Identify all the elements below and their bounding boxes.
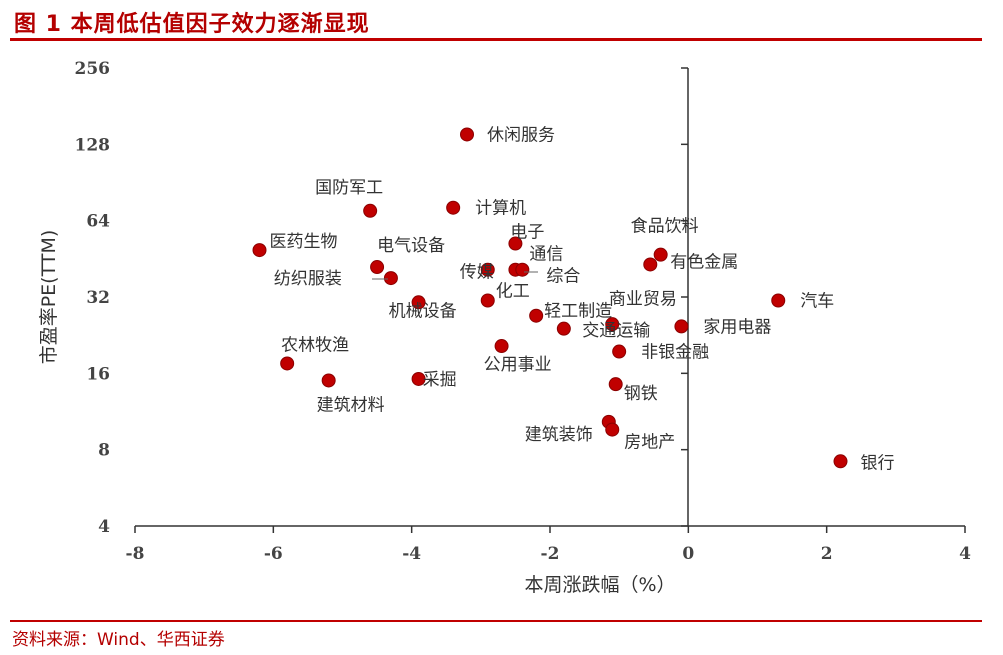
data-point <box>252 243 267 258</box>
point-label: 传媒 <box>460 263 494 283</box>
chart-points <box>252 127 848 469</box>
point-label: 国防军工 <box>315 178 383 198</box>
data-point <box>411 371 426 386</box>
data-point <box>280 356 295 371</box>
data-point <box>411 295 426 310</box>
point-label: 房地产 <box>624 433 675 453</box>
point-label: 医药生物 <box>270 232 338 252</box>
data-point <box>480 293 495 308</box>
y-tick-label: 256 <box>75 59 111 79</box>
x-tick-label: 0 <box>682 544 694 564</box>
data-point <box>605 422 620 437</box>
data-point <box>529 308 544 323</box>
point-label: 农林牧渔 <box>281 335 349 355</box>
point-label: 银行 <box>861 453 895 473</box>
y-tick-label: 64 <box>86 212 110 232</box>
data-point <box>383 271 398 286</box>
y-tick-label: 8 <box>98 441 110 461</box>
data-point <box>515 262 530 277</box>
point-label: 有色金属 <box>670 252 738 272</box>
point-label: 钢铁 <box>624 384 658 404</box>
point-label: 计算机 <box>475 199 526 219</box>
x-axis-title: 本周涨跌幅（%） <box>524 574 675 596</box>
x-tick-label: -8 <box>126 544 145 564</box>
x-tick-label: -2 <box>541 544 560 564</box>
point-label: 汽车 <box>800 291 834 311</box>
point-label: 建筑材料 <box>317 395 385 415</box>
point-label: 食品饮料 <box>631 217 699 237</box>
point-label: 电子 <box>510 223 544 243</box>
data-point <box>363 203 378 218</box>
y-tick-label: 128 <box>75 135 111 155</box>
x-tick-label: 2 <box>821 544 833 564</box>
scatter-chart: -8 -6 -4 -2 0 2 4 4 8 16 32 64 128 256 休闲服务国防军工计算机医药生… <box>38 59 972 596</box>
point-label: 电气设备 <box>377 236 445 256</box>
point-label: 机械设备 <box>389 301 457 321</box>
point-label: 纺织服装 <box>274 269 342 289</box>
chart-ticks: -8 -6 -4 -2 0 2 4 4 8 16 32 64 128 256 <box>75 59 972 564</box>
figure-header: 图 1 本周低估值因子效力逐渐显现 <box>10 4 980 40</box>
data-point <box>674 319 689 334</box>
y-tick-label: 4 <box>98 517 110 537</box>
point-label: 通信 <box>529 245 563 265</box>
point-label: 家用电器 <box>703 317 771 337</box>
x-tick-label: -6 <box>264 544 283 564</box>
point-label: 轻工制造 <box>544 302 612 322</box>
data-point <box>494 339 509 354</box>
data-point <box>556 321 571 336</box>
point-label: 采掘 <box>423 370 457 390</box>
data-point <box>480 262 495 277</box>
data-point <box>653 247 668 262</box>
data-point <box>771 293 786 308</box>
source-note: 资料来源：Wind、华西证券 <box>12 630 225 650</box>
point-label: 交通运输 <box>582 321 650 341</box>
point-label: 非银金融 <box>641 343 709 363</box>
data-point <box>605 317 620 332</box>
y-axis-title: 市盈率PE(TTM) <box>38 230 60 365</box>
top-divider <box>10 38 982 41</box>
data-point <box>321 373 336 388</box>
point-label: 商业贸易 <box>609 290 677 310</box>
point-label: 综合 <box>546 267 580 287</box>
x-tick-label: 4 <box>959 544 971 564</box>
point-label: 建筑装饰 <box>525 425 593 445</box>
point-label: 公用事业 <box>484 355 552 375</box>
bottom-divider <box>10 620 982 622</box>
point-label: 休闲服务 <box>487 125 555 145</box>
data-point <box>833 454 848 469</box>
data-point <box>612 344 627 359</box>
data-point <box>508 236 523 251</box>
data-point <box>460 127 474 142</box>
y-tick-label: 16 <box>86 364 110 384</box>
data-point <box>446 200 461 215</box>
x-tick-label: -4 <box>402 544 421 564</box>
data-point <box>643 257 658 272</box>
point-label: 化工 <box>496 281 530 301</box>
data-point <box>608 377 623 392</box>
data-point <box>370 260 385 275</box>
figure-title: 图 1 本周低估值因子效力逐渐显现 <box>14 12 370 37</box>
y-tick-label: 32 <box>86 288 110 308</box>
